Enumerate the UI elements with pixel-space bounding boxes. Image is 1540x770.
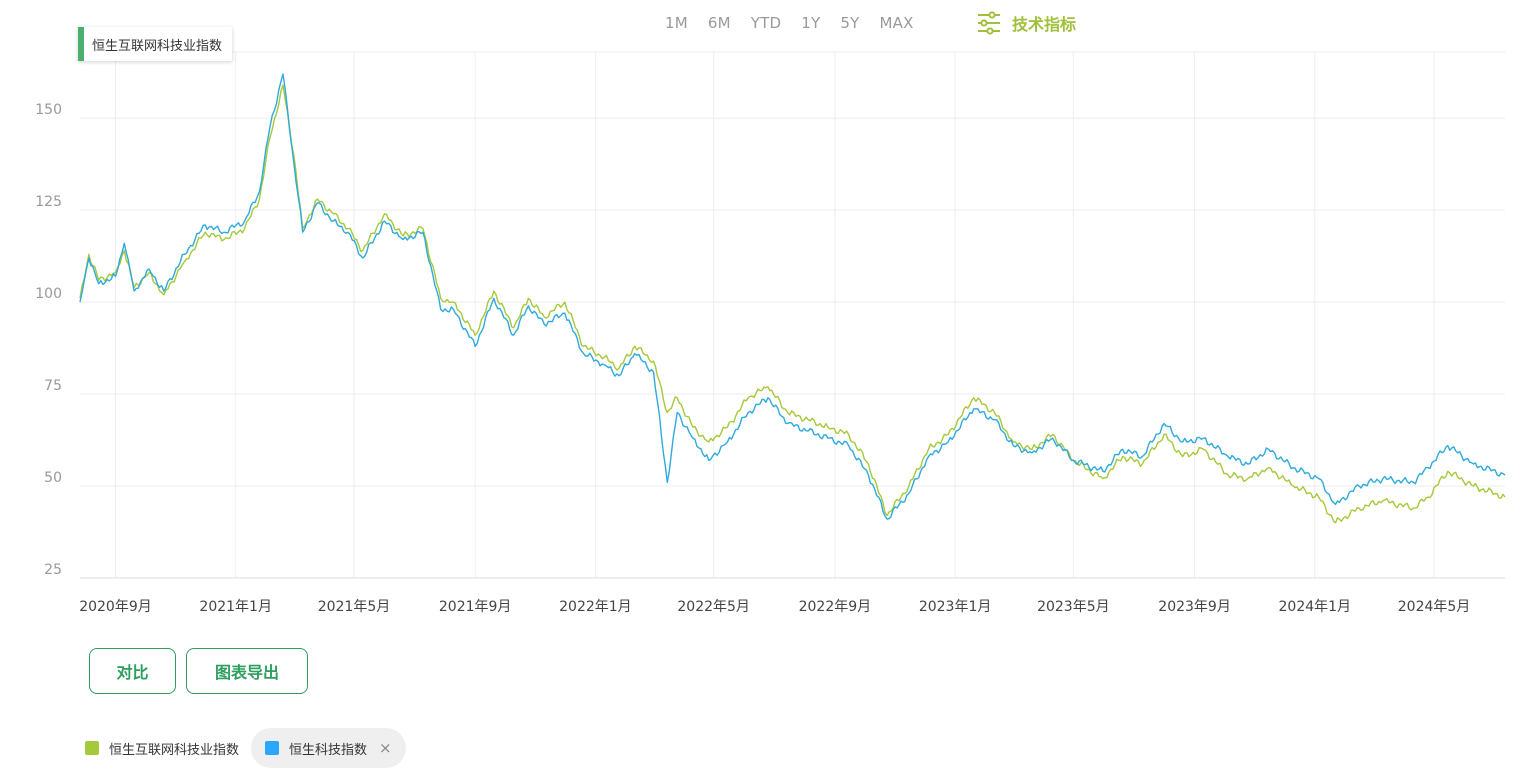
x-tick-label: 2021年1月 bbox=[199, 599, 272, 615]
x-tick-label: 2023年1月 bbox=[919, 599, 992, 615]
chart-legend: 恒生互联网科技业指数 恒生科技指数 × bbox=[85, 728, 406, 768]
legend-item-series2[interactable]: 恒生科技指数 × bbox=[251, 728, 406, 768]
chart-series bbox=[79, 73, 1506, 524]
x-tick-label: 2023年9月 bbox=[1158, 599, 1231, 615]
x-tick-label: 2024年5月 bbox=[1398, 599, 1471, 615]
y-tick-label: 75 bbox=[44, 378, 62, 394]
chart-grid bbox=[80, 51, 1505, 579]
range-ytd-button[interactable]: YTD bbox=[750, 14, 782, 32]
sliders-icon bbox=[978, 11, 1000, 35]
x-axis-ticks: 2020年9月 2021年1月 2021年5月 2021年9月 2022年1月 2022年… bbox=[79, 599, 1470, 615]
series-line-1 bbox=[79, 84, 1506, 524]
x-tick-label: 2021年9月 bbox=[439, 599, 512, 615]
range-max-button[interactable]: MAX bbox=[879, 14, 914, 32]
y-tick-label: 100 bbox=[35, 286, 62, 302]
legend-label-series1: 恒生互联网科技业指数 bbox=[109, 742, 240, 758]
x-tick-label: 2022年9月 bbox=[799, 599, 872, 615]
y-tick-label: 125 bbox=[35, 194, 62, 210]
range-1y-button[interactable]: 1Y bbox=[801, 14, 821, 32]
x-tick-label: 2022年5月 bbox=[677, 599, 750, 615]
y-tick-label: 150 bbox=[35, 102, 62, 118]
tech-indicator-label: 技术指标 bbox=[1012, 15, 1077, 34]
series-name-tag: 恒生互联网科技业指数 bbox=[78, 27, 233, 61]
range-1m-button[interactable]: 1M bbox=[665, 14, 688, 32]
range-6m-button[interactable]: 6M bbox=[707, 14, 731, 32]
legend-label-series2: 恒生科技指数 bbox=[289, 742, 368, 758]
export-chart-button[interactable]: 图表导出 bbox=[186, 648, 308, 694]
y-tick-label: 50 bbox=[44, 470, 62, 486]
x-tick-label: 2021年5月 bbox=[318, 599, 391, 615]
close-icon[interactable]: × bbox=[379, 739, 392, 757]
y-axis-ticks: 25 50 75 100 125 150 bbox=[35, 102, 62, 578]
x-tick-label: 2020年9月 bbox=[79, 599, 152, 615]
legend-item-series1[interactable]: 恒生互联网科技业指数 bbox=[85, 739, 239, 758]
compare-button[interactable]: 对比 bbox=[89, 648, 176, 694]
range-5y-button[interactable]: 5Y bbox=[840, 14, 860, 32]
x-tick-label: 2023年5月 bbox=[1037, 599, 1110, 615]
series-line-2 bbox=[79, 73, 1506, 520]
x-tick-label: 2024年1月 bbox=[1279, 599, 1352, 615]
range-selector: 1M 6M YTD 1Y 5Y MAX bbox=[655, 10, 924, 36]
legend-swatch-series1 bbox=[85, 741, 99, 755]
tech-indicator-button[interactable]: 技术指标 bbox=[976, 10, 1076, 36]
legend-swatch-series2 bbox=[265, 741, 280, 755]
x-tick-label: 2022年1月 bbox=[559, 599, 632, 615]
y-tick-label: 25 bbox=[44, 562, 62, 578]
